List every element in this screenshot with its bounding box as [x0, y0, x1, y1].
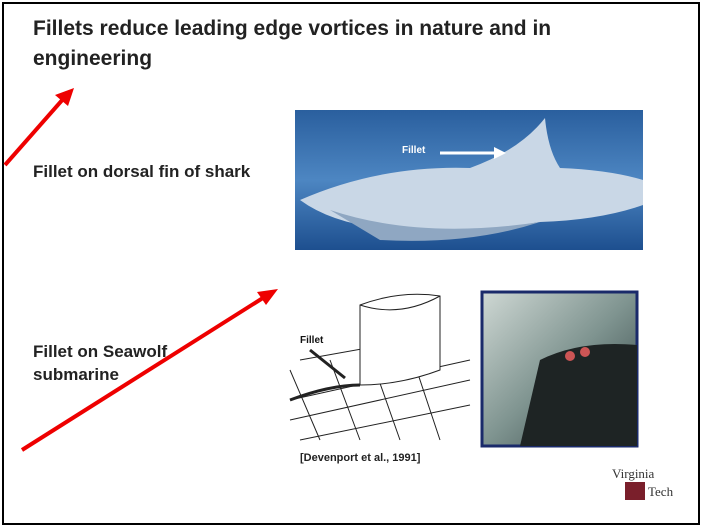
submarine-photo [482, 292, 637, 446]
red-arrow [5, 88, 278, 450]
fillet-diagram [290, 294, 470, 440]
shark-photo [295, 110, 643, 250]
graphics [0, 0, 706, 529]
image-label: Fillet [402, 145, 425, 156]
logo-text: Virginia [612, 466, 654, 482]
citation: [Devenport et al., 1991] [300, 452, 420, 464]
slide: Fillets reduce leading edge vortices in … [0, 0, 706, 529]
image-label: Fillet [300, 335, 323, 346]
logo-text: Tech [648, 484, 673, 500]
logo-emblem [625, 482, 645, 500]
